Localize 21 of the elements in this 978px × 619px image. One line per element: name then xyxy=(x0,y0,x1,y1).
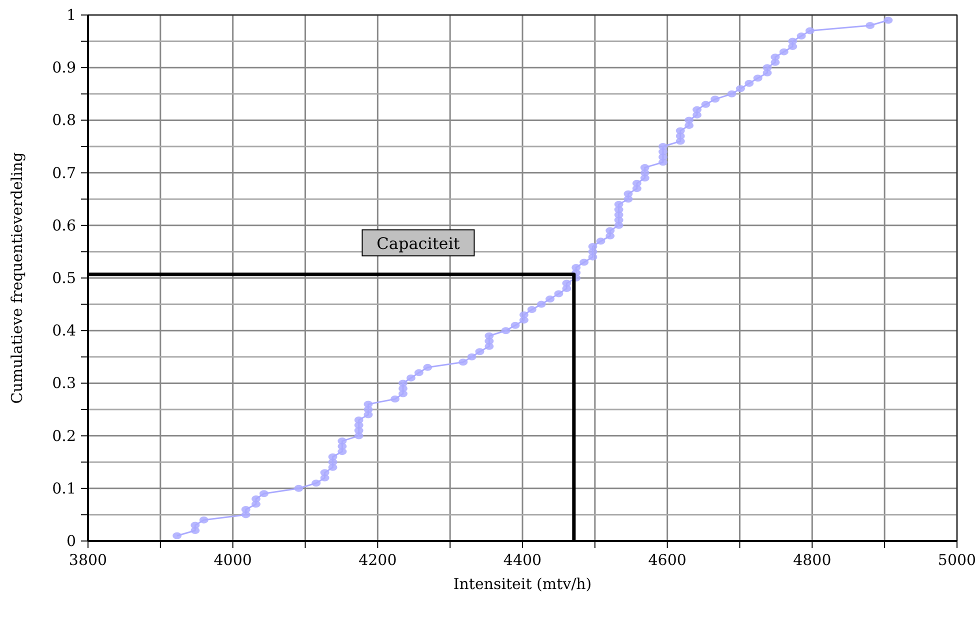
x-tick-label: 4600 xyxy=(648,551,686,569)
x-tick-label: 4400 xyxy=(503,551,542,569)
y-tick-label: 0.5 xyxy=(52,269,76,287)
y-tick-label: 0 xyxy=(66,532,76,550)
x-tick-label: 5000 xyxy=(938,551,976,569)
y-tick-label: 0.8 xyxy=(52,111,76,130)
x-axis-title: Intensiteit (mtv/h) xyxy=(453,575,592,593)
y-tick-label: 1 xyxy=(66,6,76,24)
y-tick-label: 0.3 xyxy=(52,374,76,392)
y-tick-label: 0.9 xyxy=(52,58,76,77)
y-tick-label: 0.6 xyxy=(52,216,76,234)
x-tick-label: 4200 xyxy=(358,551,397,569)
y-tick-label: 0.7 xyxy=(52,164,76,182)
annotation: Capaciteit xyxy=(376,234,460,253)
y-tick-label: 0.1 xyxy=(52,479,76,498)
x-tick-label: 4000 xyxy=(214,551,252,569)
x-tick-label: 4800 xyxy=(793,551,832,569)
y-tick-label: 0.2 xyxy=(52,426,76,445)
x-tick-label: 3800 xyxy=(68,551,108,569)
y-tick-label: 0.4 xyxy=(52,322,76,340)
y-axis-title: Cumulatieve frequentieverdeling xyxy=(8,152,26,404)
